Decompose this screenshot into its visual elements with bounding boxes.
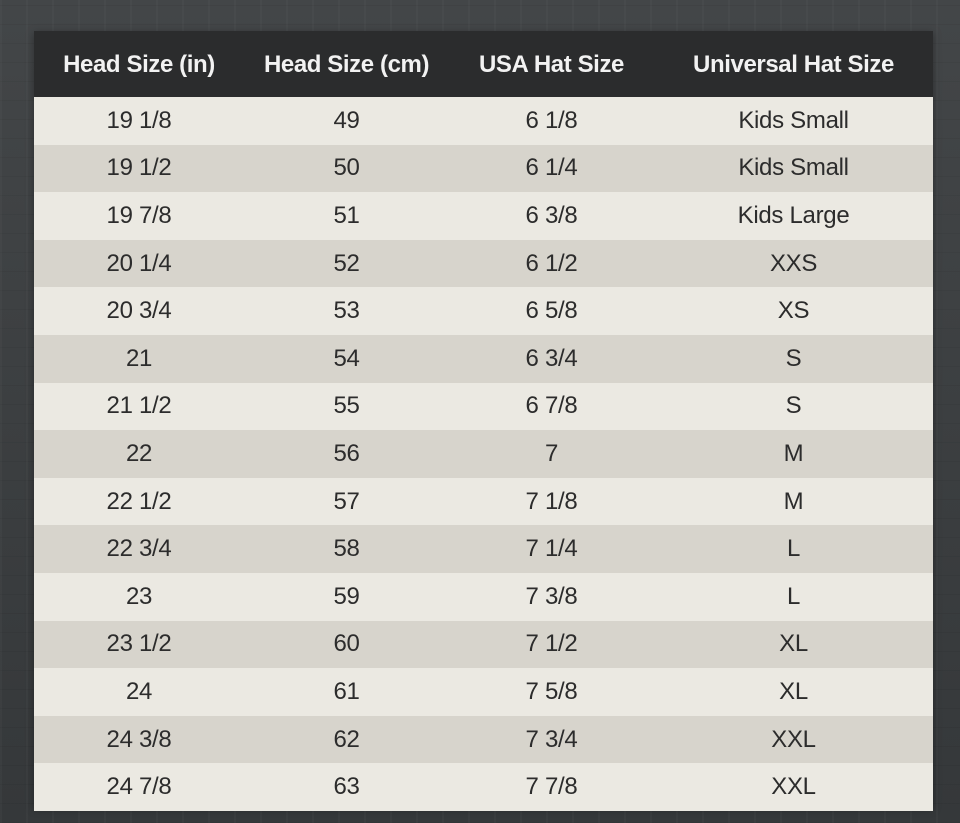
table-row: 19 7/8 51 6 3/8 Kids Large bbox=[34, 192, 933, 240]
cell-usa-hat-size: 7 5/8 bbox=[449, 668, 654, 716]
cell-head-size-in: 24 bbox=[34, 668, 244, 716]
cell-head-size-in: 24 7/8 bbox=[34, 763, 244, 811]
cell-head-size-in: 24 3/8 bbox=[34, 715, 244, 764]
header-head-size-in: Head Size (in) bbox=[34, 31, 244, 97]
header-row: Head Size (in) Head Size (cm) USA Hat Si… bbox=[34, 31, 933, 97]
cell-universal-hat-size: L bbox=[654, 525, 933, 573]
cell-head-size-in: 23 1/2 bbox=[34, 620, 244, 669]
cell-head-size-cm: 51 bbox=[244, 192, 449, 240]
cell-head-size-cm: 50 bbox=[244, 144, 449, 193]
table-row: 19 1/2 50 6 1/4 Kids Small bbox=[34, 144, 933, 193]
cell-head-size-cm: 49 bbox=[244, 97, 449, 145]
cell-usa-hat-size: 7 3/8 bbox=[449, 572, 654, 621]
cell-head-size-cm: 57 bbox=[244, 477, 449, 526]
cell-usa-hat-size: 6 3/8 bbox=[449, 192, 654, 240]
table-row: 22 3/4 58 7 1/4 L bbox=[34, 525, 933, 573]
cell-universal-hat-size: XL bbox=[654, 620, 933, 669]
table-row: 24 7/8 63 7 7/8 XXL bbox=[34, 763, 933, 811]
cell-universal-hat-size: L bbox=[654, 572, 933, 621]
table-row: 24 3/8 62 7 3/4 XXL bbox=[34, 715, 933, 764]
cell-universal-hat-size: S bbox=[654, 334, 933, 383]
table-row: 20 3/4 53 6 5/8 XS bbox=[34, 287, 933, 335]
cell-universal-hat-size: XXS bbox=[654, 239, 933, 288]
table-row: 22 56 7 M bbox=[34, 430, 933, 478]
table-row: 20 1/4 52 6 1/2 XXS bbox=[34, 239, 933, 288]
cell-usa-hat-size: 6 1/4 bbox=[449, 144, 654, 193]
cell-head-size-cm: 62 bbox=[244, 715, 449, 764]
cell-usa-hat-size: 7 7/8 bbox=[449, 763, 654, 811]
cell-usa-hat-size: 7 bbox=[449, 430, 654, 478]
cell-usa-hat-size: 6 1/2 bbox=[449, 239, 654, 288]
cell-head-size-cm: 61 bbox=[244, 668, 449, 716]
cell-universal-hat-size: Kids Small bbox=[654, 97, 933, 145]
hat-size-chart: Head Size (in) Head Size (cm) USA Hat Si… bbox=[34, 31, 933, 811]
cell-head-size-in: 23 bbox=[34, 572, 244, 621]
cell-usa-hat-size: 7 3/4 bbox=[449, 715, 654, 764]
cell-usa-hat-size: 7 1/4 bbox=[449, 525, 654, 573]
table-header: Head Size (in) Head Size (cm) USA Hat Si… bbox=[34, 31, 933, 97]
table-row: 22 1/2 57 7 1/8 M bbox=[34, 477, 933, 526]
cell-head-size-in: 19 1/2 bbox=[34, 144, 244, 193]
header-head-size-cm: Head Size (cm) bbox=[244, 31, 449, 97]
size-table: Head Size (in) Head Size (cm) USA Hat Si… bbox=[34, 31, 933, 811]
cell-head-size-in: 21 1/2 bbox=[34, 382, 244, 431]
table-row: 19 1/8 49 6 1/8 Kids Small bbox=[34, 97, 933, 145]
cell-universal-hat-size: XXL bbox=[654, 763, 933, 811]
header-usa-hat-size: USA Hat Size bbox=[449, 31, 654, 97]
cell-head-size-cm: 54 bbox=[244, 334, 449, 383]
cell-head-size-in: 20 1/4 bbox=[34, 239, 244, 288]
table-row: 21 54 6 3/4 S bbox=[34, 334, 933, 383]
cell-head-size-in: 20 3/4 bbox=[34, 287, 244, 335]
cell-head-size-cm: 53 bbox=[244, 287, 449, 335]
cell-head-size-cm: 55 bbox=[244, 382, 449, 431]
header-universal-hat-size: Universal Hat Size bbox=[654, 31, 933, 97]
table-row: 23 1/2 60 7 1/2 XL bbox=[34, 620, 933, 669]
table-row: 24 61 7 5/8 XL bbox=[34, 668, 933, 716]
cell-head-size-cm: 60 bbox=[244, 620, 449, 669]
cell-head-size-in: 22 bbox=[34, 430, 244, 478]
cell-usa-hat-size: 7 1/8 bbox=[449, 477, 654, 526]
cell-usa-hat-size: 6 1/8 bbox=[449, 97, 654, 145]
table-body: 19 1/8 49 6 1/8 Kids Small 19 1/2 50 6 1/4 Kids… bbox=[34, 97, 933, 811]
cell-head-size-cm: 63 bbox=[244, 763, 449, 811]
table-row: 23 59 7 3/8 L bbox=[34, 572, 933, 621]
cell-universal-hat-size: XL bbox=[654, 668, 933, 716]
cell-universal-hat-size: XXL bbox=[654, 715, 933, 764]
table-row: 21 1/2 55 6 7/8 S bbox=[34, 382, 933, 431]
cell-universal-hat-size: XS bbox=[654, 287, 933, 335]
cell-usa-hat-size: 6 3/4 bbox=[449, 334, 654, 383]
cell-usa-hat-size: 6 5/8 bbox=[449, 287, 654, 335]
cell-head-size-in: 22 1/2 bbox=[34, 477, 244, 526]
cell-universal-hat-size: M bbox=[654, 477, 933, 526]
cell-universal-hat-size: M bbox=[654, 430, 933, 478]
cell-head-size-in: 19 1/8 bbox=[34, 97, 244, 145]
cell-universal-hat-size: Kids Large bbox=[654, 192, 933, 240]
cell-head-size-cm: 52 bbox=[244, 239, 449, 288]
cell-head-size-cm: 59 bbox=[244, 572, 449, 621]
cell-universal-hat-size: Kids Small bbox=[654, 144, 933, 193]
cell-universal-hat-size: S bbox=[654, 382, 933, 431]
cell-usa-hat-size: 7 1/2 bbox=[449, 620, 654, 669]
cell-head-size-in: 21 bbox=[34, 334, 244, 383]
cell-usa-hat-size: 6 7/8 bbox=[449, 382, 654, 431]
cell-head-size-in: 19 7/8 bbox=[34, 192, 244, 240]
cell-head-size-in: 22 3/4 bbox=[34, 525, 244, 573]
cell-head-size-cm: 58 bbox=[244, 525, 449, 573]
cell-head-size-cm: 56 bbox=[244, 430, 449, 478]
